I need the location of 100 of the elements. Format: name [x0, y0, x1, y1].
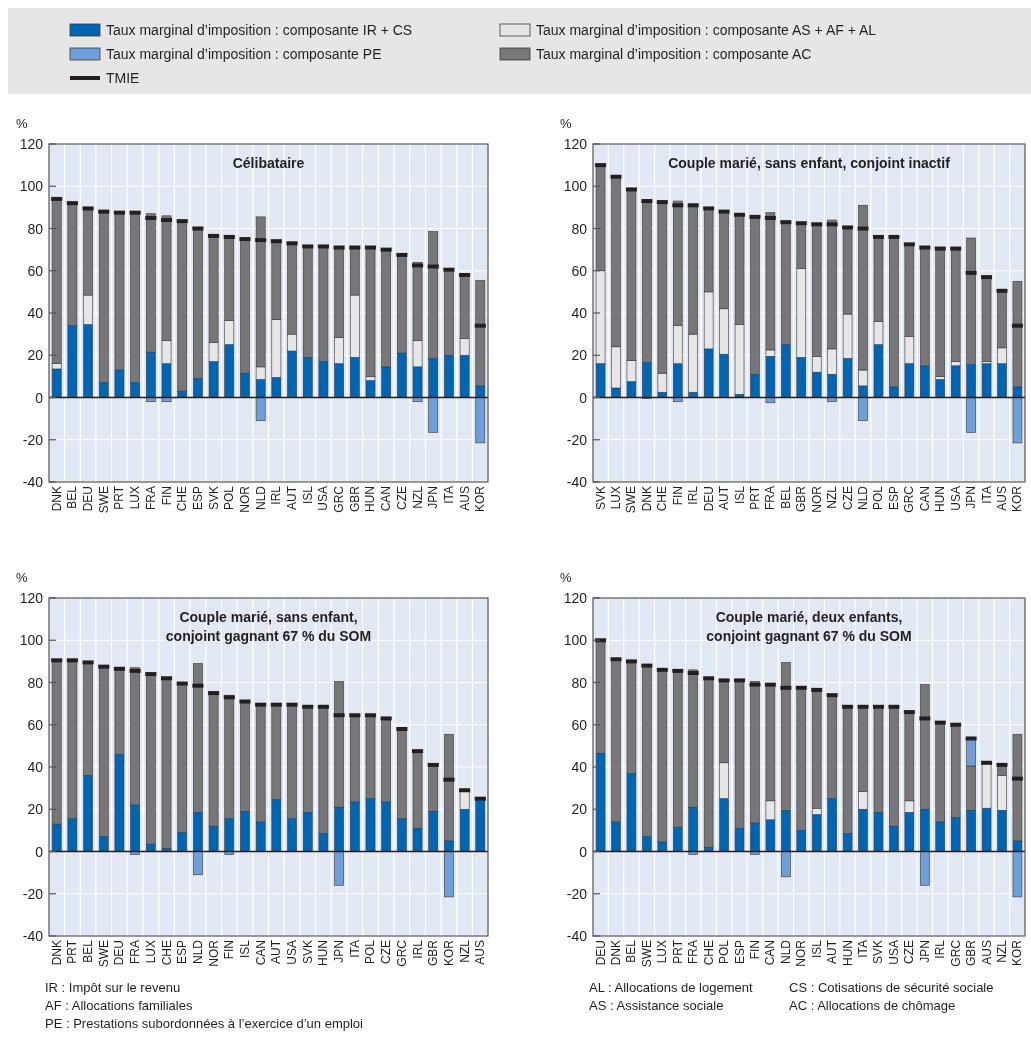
x-tick-label: KOR	[441, 939, 456, 967]
x-tick-label: JPN	[964, 486, 979, 509]
text: AS : Assistance sociale	[589, 998, 724, 1013]
x-tick-label: POL	[871, 485, 886, 511]
y-tick-label: -20	[566, 431, 588, 448]
x-tick-label: SVK	[300, 940, 315, 965]
legend-label: Taux marginal d’imposition : composante IR + CS	[106, 22, 413, 38]
x-tick-label: USA	[316, 486, 331, 511]
x-tick-label: NZL	[825, 485, 840, 509]
y-axis-title: %	[560, 570, 572, 585]
y-tick-label: 120	[19, 136, 44, 152]
x-tick-label: DEU	[81, 486, 96, 512]
x-tick-label: NLD	[778, 939, 793, 965]
x-tick-label: SWE	[96, 940, 111, 968]
text: AF : Allocations familiales	[45, 998, 193, 1013]
y-tick-label: 20	[27, 801, 44, 818]
x-tick-label: AUT	[717, 485, 732, 510]
x-tick-label: DEU	[701, 486, 716, 512]
x-tick-label: GBR	[347, 485, 362, 513]
y-axis-title: %	[560, 116, 572, 131]
x-tick-label: CHE	[159, 940, 174, 966]
x-tick-label: LUX	[143, 940, 158, 964]
text: Couple marié, sans enfant, conjoint inactif	[668, 155, 951, 171]
y-tick-label: 100	[19, 178, 44, 195]
y-tick-label: 80	[27, 220, 44, 237]
x-tick-label: GRC	[948, 939, 963, 967]
x-tick-label: ESP	[732, 940, 747, 965]
y-tick-label: -20	[22, 431, 44, 448]
x-tick-label: SWE	[639, 940, 654, 968]
y-tick-label: 60	[571, 262, 588, 279]
x-tick-label: ISL	[732, 485, 747, 505]
x-tick-label: AUS	[979, 940, 994, 965]
x-tick-label: AUT	[285, 485, 300, 510]
x-tick-label: CHE	[655, 486, 670, 512]
y-tick-label: 80	[571, 674, 588, 691]
x-tick-label: BEL	[778, 485, 793, 509]
text: Couple marié, sans enfant, conjoint gagnant 67 % du SOM	[165, 609, 372, 644]
y-tick-label: 100	[563, 632, 588, 649]
text: CS : Cotisations de sécurité sociale	[789, 980, 994, 995]
legend-label: Taux marginal d’imposition : composante AS + AF + AL	[536, 22, 877, 38]
x-tick-label: HUN	[363, 486, 378, 512]
x-tick-label: CHE	[701, 940, 716, 966]
y-tick-label: 120	[563, 136, 588, 152]
x-tick-label: ESP	[190, 486, 205, 511]
x-tick-label: GRC	[394, 939, 409, 967]
text: AC : Allocations de chômage	[789, 998, 956, 1013]
x-tick-label: DNK	[49, 486, 64, 512]
y-tick-label: -40	[22, 474, 44, 490]
x-tick-label: NLD	[190, 939, 205, 965]
x-tick-label: NOR	[809, 485, 824, 513]
x-tick-label: GBR	[426, 939, 441, 967]
x-tick-label: ISL	[300, 485, 315, 505]
x-tick-label: NZL	[994, 939, 1009, 963]
x-tick-label: BEL	[65, 485, 80, 509]
x-tick-label: SVK	[593, 486, 608, 511]
x-tick-label: ISL	[809, 939, 824, 959]
y-tick-label: 20	[27, 347, 44, 364]
x-tick-label: ISL	[237, 939, 252, 959]
x-tick-label: AUT	[825, 939, 840, 964]
x-tick-label: ITA	[441, 486, 456, 504]
x-tick-label: PRT	[65, 939, 80, 964]
x-tick-label: POL	[363, 939, 378, 965]
x-tick-label: GRC	[902, 485, 917, 513]
x-tick-label: DNK	[639, 486, 654, 512]
y-tick-label: -40	[22, 928, 44, 944]
x-tick-label: CZE	[840, 486, 855, 510]
y-tick-label: 40	[571, 305, 588, 321]
x-tick-label: CAN	[379, 486, 394, 512]
x-tick-label: GBR	[964, 939, 979, 967]
x-tick-label: AUS	[473, 940, 488, 965]
x-tick-label: FRA	[143, 486, 158, 510]
x-tick-label: ESP	[175, 940, 190, 965]
y-tick-label: 80	[571, 220, 588, 237]
x-tick-label: ITA	[347, 940, 362, 958]
x-tick-label: HUN	[933, 486, 948, 512]
x-tick-label: PRT	[670, 939, 685, 964]
x-tick-label: ITA	[856, 940, 871, 958]
x-tick-label: IRL	[686, 485, 701, 505]
x-tick-label: FRA	[763, 486, 778, 510]
y-tick-label: 120	[563, 590, 588, 606]
x-tick-label: LUX	[609, 486, 624, 510]
x-tick-label: DNK	[609, 940, 624, 966]
x-tick-label: USA	[285, 940, 300, 965]
x-tick-label: CAN	[253, 940, 268, 966]
x-tick-label: KOR	[1010, 485, 1025, 513]
x-tick-label: HUN	[840, 940, 855, 966]
y-tick-label: 100	[563, 178, 588, 195]
x-tick-label: FIN	[747, 940, 762, 960]
x-tick-label: FIN	[670, 486, 685, 506]
y-tick-label: 60	[27, 262, 44, 279]
text: IR : Impôt sur le revenu	[45, 980, 181, 995]
x-tick-label: NZL	[410, 485, 425, 509]
x-tick-label: POL	[717, 939, 732, 965]
y-tick-label: 60	[27, 716, 44, 733]
y-tick-label: 40	[571, 759, 588, 775]
y-tick-label: 100	[19, 632, 44, 649]
x-tick-label: IRL	[410, 939, 425, 959]
x-tick-label: JPN	[332, 940, 347, 963]
x-tick-label: LUX	[128, 486, 143, 510]
x-tick-label: JPN	[426, 486, 441, 509]
